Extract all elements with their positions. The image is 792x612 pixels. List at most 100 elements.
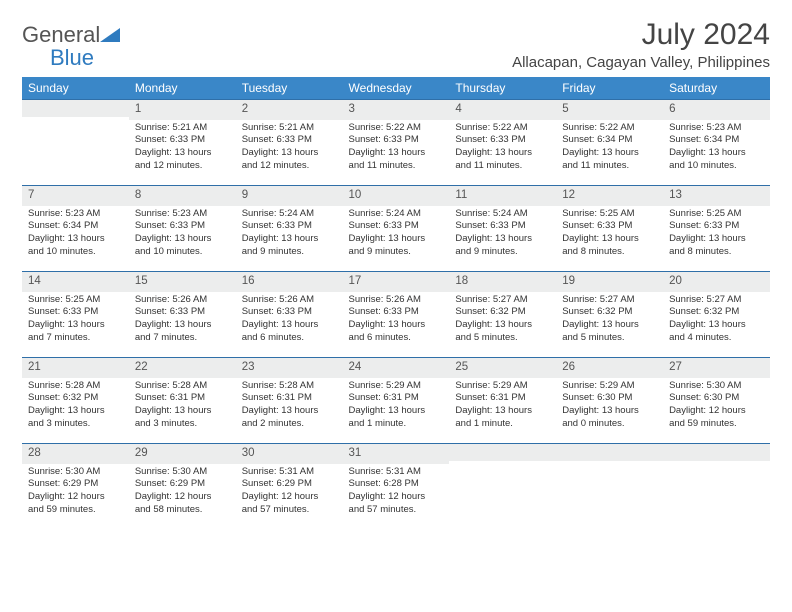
daylight-text: Daylight: 12 hours and 59 minutes. bbox=[28, 491, 123, 517]
sunrise-text: Sunrise: 5:21 AM bbox=[135, 122, 230, 135]
calendar-cell: 26Sunrise: 5:29 AMSunset: 6:30 PMDayligh… bbox=[556, 357, 663, 443]
day-number: 21 bbox=[22, 357, 129, 378]
calendar-cell: 14Sunrise: 5:25 AMSunset: 6:33 PMDayligh… bbox=[22, 271, 129, 357]
sunset-text: Sunset: 6:33 PM bbox=[349, 220, 444, 233]
daylight-text: Daylight: 13 hours and 3 minutes. bbox=[28, 405, 123, 431]
location-text: Allacapan, Cagayan Valley, Philippines bbox=[512, 54, 770, 71]
daylight-text: Daylight: 13 hours and 1 minute. bbox=[455, 405, 550, 431]
daylight-text: Daylight: 13 hours and 7 minutes. bbox=[28, 319, 123, 345]
daylight-text: Daylight: 12 hours and 57 minutes. bbox=[349, 491, 444, 517]
day-number: 5 bbox=[556, 99, 663, 120]
sunrise-text: Sunrise: 5:25 AM bbox=[28, 294, 123, 307]
sunset-text: Sunset: 6:29 PM bbox=[28, 478, 123, 491]
calendar-cell: 28Sunrise: 5:30 AMSunset: 6:29 PMDayligh… bbox=[22, 443, 129, 529]
day-number: 17 bbox=[343, 271, 450, 292]
calendar-cell: 27Sunrise: 5:30 AMSunset: 6:30 PMDayligh… bbox=[663, 357, 770, 443]
sunset-text: Sunset: 6:33 PM bbox=[242, 306, 337, 319]
day-number: 7 bbox=[22, 185, 129, 206]
sunrise-text: Sunrise: 5:29 AM bbox=[455, 380, 550, 393]
cell-body: Sunrise: 5:25 AMSunset: 6:33 PMDaylight:… bbox=[556, 206, 663, 263]
daylight-text: Daylight: 13 hours and 2 minutes. bbox=[242, 405, 337, 431]
calendar-cell: 12Sunrise: 5:25 AMSunset: 6:33 PMDayligh… bbox=[556, 185, 663, 271]
sunrise-text: Sunrise: 5:28 AM bbox=[135, 380, 230, 393]
day-number: 29 bbox=[129, 443, 236, 464]
cell-body: Sunrise: 5:23 AMSunset: 6:34 PMDaylight:… bbox=[22, 206, 129, 263]
cell-body: Sunrise: 5:29 AMSunset: 6:31 PMDaylight:… bbox=[343, 378, 450, 435]
daylight-text: Daylight: 13 hours and 10 minutes. bbox=[135, 233, 230, 259]
day-number: 9 bbox=[236, 185, 343, 206]
day-number: 4 bbox=[449, 99, 556, 120]
sunrise-text: Sunrise: 5:24 AM bbox=[455, 208, 550, 221]
day-number: 1 bbox=[129, 99, 236, 120]
title-block: July 2024 Allacapan, Cagayan Valley, Phi… bbox=[512, 18, 770, 71]
sunset-text: Sunset: 6:30 PM bbox=[562, 392, 657, 405]
day-number: 13 bbox=[663, 185, 770, 206]
sunset-text: Sunset: 6:33 PM bbox=[455, 220, 550, 233]
sunset-text: Sunset: 6:33 PM bbox=[669, 220, 764, 233]
day-header: Monday bbox=[129, 77, 236, 99]
calendar-cell: 9Sunrise: 5:24 AMSunset: 6:33 PMDaylight… bbox=[236, 185, 343, 271]
sunset-text: Sunset: 6:29 PM bbox=[135, 478, 230, 491]
day-number: 15 bbox=[129, 271, 236, 292]
cell-body: Sunrise: 5:30 AMSunset: 6:30 PMDaylight:… bbox=[663, 378, 770, 435]
cell-body: Sunrise: 5:31 AMSunset: 6:29 PMDaylight:… bbox=[236, 464, 343, 521]
day-number: 10 bbox=[343, 185, 450, 206]
calendar-cell: 3Sunrise: 5:22 AMSunset: 6:33 PMDaylight… bbox=[343, 99, 450, 185]
cell-body: Sunrise: 5:23 AMSunset: 6:33 PMDaylight:… bbox=[129, 206, 236, 263]
calendar-cell bbox=[449, 443, 556, 529]
day-number: 30 bbox=[236, 443, 343, 464]
cell-body: Sunrise: 5:26 AMSunset: 6:33 PMDaylight:… bbox=[129, 292, 236, 349]
calendar-cell: 8Sunrise: 5:23 AMSunset: 6:33 PMDaylight… bbox=[129, 185, 236, 271]
daylight-text: Daylight: 12 hours and 58 minutes. bbox=[135, 491, 230, 517]
brand-logo: General Blue bbox=[22, 24, 120, 70]
day-number: 6 bbox=[663, 99, 770, 120]
sunrise-text: Sunrise: 5:31 AM bbox=[349, 466, 444, 479]
sunset-text: Sunset: 6:33 PM bbox=[455, 134, 550, 147]
sunrise-text: Sunrise: 5:30 AM bbox=[28, 466, 123, 479]
sunset-text: Sunset: 6:32 PM bbox=[669, 306, 764, 319]
day-number: 18 bbox=[449, 271, 556, 292]
calendar-table: SundayMondayTuesdayWednesdayThursdayFrid… bbox=[22, 77, 770, 529]
sunset-text: Sunset: 6:31 PM bbox=[349, 392, 444, 405]
sunrise-text: Sunrise: 5:28 AM bbox=[242, 380, 337, 393]
calendar-cell bbox=[556, 443, 663, 529]
sunset-text: Sunset: 6:31 PM bbox=[135, 392, 230, 405]
cell-body: Sunrise: 5:30 AMSunset: 6:29 PMDaylight:… bbox=[22, 464, 129, 521]
sunset-text: Sunset: 6:33 PM bbox=[135, 220, 230, 233]
calendar-cell: 18Sunrise: 5:27 AMSunset: 6:32 PMDayligh… bbox=[449, 271, 556, 357]
day-number: 20 bbox=[663, 271, 770, 292]
daylight-text: Daylight: 13 hours and 11 minutes. bbox=[562, 147, 657, 173]
sunrise-text: Sunrise: 5:23 AM bbox=[28, 208, 123, 221]
sunrise-text: Sunrise: 5:27 AM bbox=[669, 294, 764, 307]
cell-body bbox=[556, 461, 663, 467]
cell-body: Sunrise: 5:25 AMSunset: 6:33 PMDaylight:… bbox=[663, 206, 770, 263]
sunset-text: Sunset: 6:31 PM bbox=[242, 392, 337, 405]
cell-body: Sunrise: 5:21 AMSunset: 6:33 PMDaylight:… bbox=[129, 120, 236, 177]
calendar-head: SundayMondayTuesdayWednesdayThursdayFrid… bbox=[22, 77, 770, 99]
calendar-cell: 21Sunrise: 5:28 AMSunset: 6:32 PMDayligh… bbox=[22, 357, 129, 443]
sunrise-text: Sunrise: 5:22 AM bbox=[562, 122, 657, 135]
daylight-text: Daylight: 13 hours and 4 minutes. bbox=[669, 319, 764, 345]
cell-body bbox=[22, 117, 129, 123]
daylight-text: Daylight: 13 hours and 0 minutes. bbox=[562, 405, 657, 431]
daylight-text: Daylight: 13 hours and 12 minutes. bbox=[135, 147, 230, 173]
day-number bbox=[556, 443, 663, 461]
sunset-text: Sunset: 6:30 PM bbox=[669, 392, 764, 405]
sunset-text: Sunset: 6:32 PM bbox=[28, 392, 123, 405]
sunset-text: Sunset: 6:33 PM bbox=[242, 220, 337, 233]
cell-body: Sunrise: 5:22 AMSunset: 6:34 PMDaylight:… bbox=[556, 120, 663, 177]
day-number bbox=[449, 443, 556, 461]
calendar-cell: 13Sunrise: 5:25 AMSunset: 6:33 PMDayligh… bbox=[663, 185, 770, 271]
cell-body: Sunrise: 5:22 AMSunset: 6:33 PMDaylight:… bbox=[343, 120, 450, 177]
day-number: 27 bbox=[663, 357, 770, 378]
calendar-week-row: 21Sunrise: 5:28 AMSunset: 6:32 PMDayligh… bbox=[22, 357, 770, 443]
calendar-cell: 30Sunrise: 5:31 AMSunset: 6:29 PMDayligh… bbox=[236, 443, 343, 529]
sunrise-text: Sunrise: 5:22 AM bbox=[349, 122, 444, 135]
cell-body: Sunrise: 5:31 AMSunset: 6:28 PMDaylight:… bbox=[343, 464, 450, 521]
cell-body: Sunrise: 5:28 AMSunset: 6:31 PMDaylight:… bbox=[236, 378, 343, 435]
day-header: Tuesday bbox=[236, 77, 343, 99]
sunrise-text: Sunrise: 5:23 AM bbox=[135, 208, 230, 221]
daylight-text: Daylight: 13 hours and 8 minutes. bbox=[562, 233, 657, 259]
cell-body: Sunrise: 5:28 AMSunset: 6:31 PMDaylight:… bbox=[129, 378, 236, 435]
cell-body: Sunrise: 5:24 AMSunset: 6:33 PMDaylight:… bbox=[449, 206, 556, 263]
